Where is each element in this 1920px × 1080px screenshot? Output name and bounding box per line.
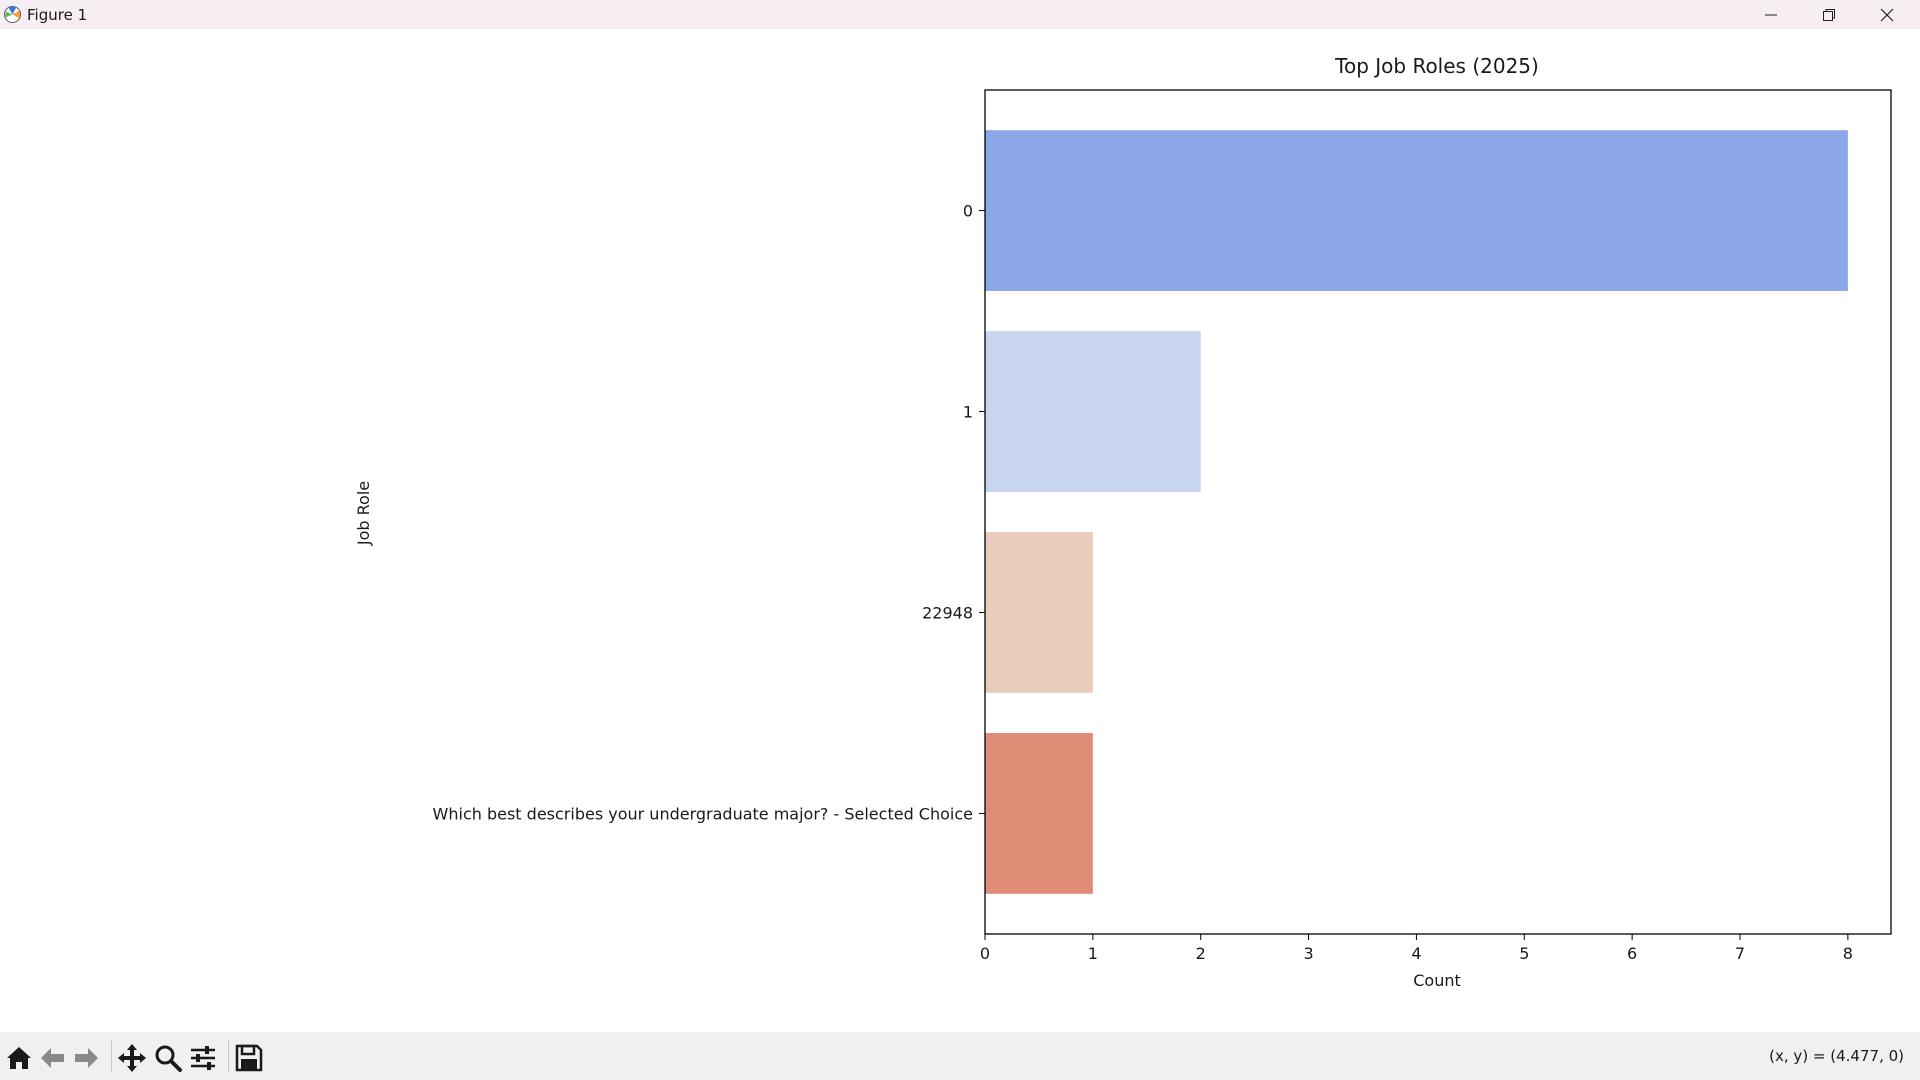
title-bar: Figure 1 (0, 0, 1920, 29)
x-tick-label: 8 (1843, 944, 1853, 963)
x-axis-label: Count (1413, 971, 1461, 990)
save-icon (235, 1044, 263, 1072)
home-button[interactable] (3, 1042, 35, 1074)
bar (985, 331, 1201, 492)
configure-subplots-icon (191, 1046, 215, 1070)
y-tick-label: 0 (963, 202, 973, 221)
pan-button[interactable] (116, 1042, 148, 1074)
back-arrow-icon (41, 1048, 64, 1068)
x-tick-label: 0 (980, 944, 990, 963)
x-tick-label: 6 (1627, 944, 1637, 963)
y-tick-label: 1 (963, 403, 973, 422)
restore-button[interactable] (1800, 0, 1858, 29)
save-button[interactable] (233, 1042, 265, 1074)
bar (985, 130, 1848, 291)
zoom-icon (155, 1045, 182, 1072)
x-tick-label: 3 (1303, 944, 1313, 963)
minimize-icon (1765, 14, 1777, 16)
pan-icon (118, 1044, 146, 1072)
x-tick-label: 5 (1519, 944, 1529, 963)
cursor-coordinates: (x, y) = (4.477, 0) (1769, 1047, 1904, 1065)
chart-title: Top Job Roles (2025) (1334, 54, 1539, 78)
minimize-button[interactable] (1742, 0, 1800, 29)
bar (985, 532, 1093, 693)
x-tick-label: 7 (1735, 944, 1745, 963)
plot-frame (984, 89, 1892, 935)
matplotlib-icon (3, 5, 22, 24)
y-ticks: 0 1 22948 Which best describes your undergr… (433, 202, 985, 823)
close-icon (1880, 8, 1894, 22)
zoom-button[interactable] (152, 1042, 184, 1074)
close-button[interactable] (1858, 0, 1916, 29)
forward-arrow-icon (75, 1048, 98, 1068)
toolbar-separator (228, 1040, 229, 1072)
back-button[interactable] (37, 1042, 69, 1074)
forward-button[interactable] (70, 1042, 102, 1074)
y-tick-label: Which best describes your undergraduate … (433, 804, 973, 823)
configure-subplots-button[interactable] (187, 1042, 219, 1074)
restore-icon (1823, 9, 1835, 21)
navigation-toolbar: (x, y) = (4.477, 0) (0, 1032, 1920, 1080)
y-tick-label: 22948 (922, 603, 973, 622)
bar (985, 733, 1093, 894)
x-ticks: 0 1 2 3 4 5 6 7 8 (980, 934, 1853, 963)
bar-chart: Top Job Roles (2025) 0 1 22948 Which best d… (354, 54, 1892, 990)
x-tick-label: 1 (1088, 944, 1098, 963)
toolbar-separator (111, 1040, 112, 1072)
x-tick-label: 4 (1411, 944, 1421, 963)
home-icon (7, 1047, 31, 1069)
window-title: Figure 1 (27, 6, 88, 24)
bars-layer (985, 130, 1848, 894)
y-axis-label: Job Role (354, 481, 373, 546)
figure-canvas[interactable]: Top Job Roles (2025) 0 1 22948 Which best d… (0, 29, 1920, 1032)
x-tick-label: 2 (1196, 944, 1206, 963)
